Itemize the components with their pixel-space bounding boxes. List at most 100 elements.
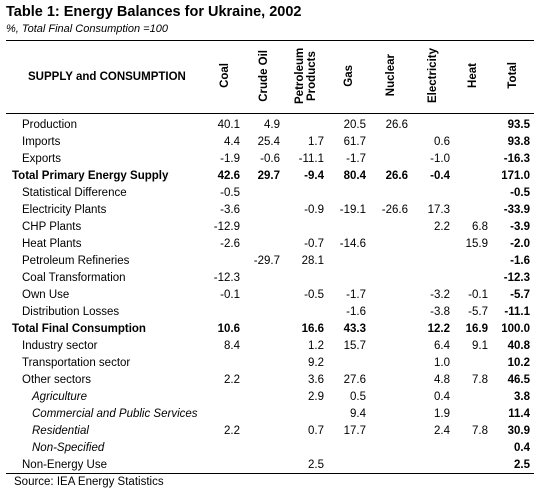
cell: 0.4: [434, 390, 450, 403]
cell: 17.3: [427, 203, 450, 216]
cell: 0.7: [308, 424, 324, 437]
cell: 15.9: [465, 237, 488, 250]
cell: 15.7: [343, 339, 366, 352]
cell: [370, 354, 412, 371]
cell: 40.8: [507, 339, 530, 352]
cell: [206, 439, 244, 456]
row-label: Transportation sector: [22, 356, 131, 369]
cell: 4.8: [434, 373, 450, 386]
cell: [370, 371, 412, 388]
table-row: Exports -1.9 -0.6 -11.1 -1.7 -1.0 -16.3: [6, 150, 534, 167]
cell: 93.5: [507, 118, 530, 131]
table-row: Own Use -0.1 -0.5 -1.7 -3.2 -0.1 -5.7: [6, 286, 534, 303]
cell: 171.0: [501, 169, 530, 182]
cell: [284, 184, 328, 201]
column-header: Crude Oil: [244, 40, 284, 114]
cell: 20.5: [343, 118, 366, 131]
cell: [206, 303, 244, 320]
cell: -2.6: [220, 237, 240, 250]
table-row: Imports 4.4 25.4 1.7 61.7 0.6 93.8: [6, 133, 534, 150]
table-row: CHP Plants -12.9 2.2 6.8 -3.9: [6, 218, 534, 235]
cell: -12.9: [213, 220, 240, 233]
table-row: Total Primary Energy Supply 42.6 29.7 -9.4 8…: [6, 167, 534, 184]
title: Table 1: Energy Balances for Ukraine, 20…: [6, 4, 302, 20]
cell: 100.0: [501, 322, 530, 335]
cell: [370, 422, 412, 439]
row-label: Agriculture: [32, 390, 87, 403]
row-label: Electricity Plants: [22, 203, 107, 216]
cell: -5.7: [510, 288, 530, 301]
table-row: Residential 2.2 0.7 17.7 2.4 7.8 30.9: [6, 422, 534, 439]
cell: 2.2: [224, 373, 240, 386]
table-row: Coal Transformation -12.3 -12.3: [6, 269, 534, 286]
cell: [244, 456, 284, 474]
column-header: Nuclear: [370, 40, 412, 114]
cell: [454, 114, 492, 134]
energy-table: SUPPLY and CONSUMPTION Coal Crude Oil Petr…: [6, 40, 534, 474]
row-label: Non-Energy Use: [6, 456, 206, 474]
cell: [412, 252, 454, 269]
cell: [244, 201, 284, 218]
cell: [370, 150, 412, 167]
cell: 3.8: [514, 390, 530, 403]
cell: 11.4: [508, 407, 530, 420]
table-row: Statistical Difference -0.5 -0.5: [6, 184, 534, 201]
cell: [206, 388, 244, 405]
cell: [370, 286, 412, 303]
cell: [244, 405, 284, 422]
table-row: Commercial and Public Services 9.4 1.9 11.4: [6, 405, 534, 422]
cell: [454, 252, 492, 269]
row-label: Own Use: [22, 288, 70, 301]
cell: -0.1: [468, 288, 488, 301]
cell: -0.5: [304, 288, 324, 301]
cell: [370, 235, 412, 252]
column-header-text: Total: [507, 62, 519, 89]
cell: [284, 439, 328, 456]
cell: [244, 371, 284, 388]
row-label: Residential: [32, 424, 89, 437]
cell: -3.6: [220, 203, 240, 216]
cell: 7.8: [472, 373, 488, 386]
cell: [412, 439, 454, 456]
cell: [244, 235, 284, 252]
cell: [454, 388, 492, 405]
cell: [328, 252, 370, 269]
cell: 2.5: [284, 456, 328, 474]
column-header-text: Gas: [343, 64, 355, 87]
cell: 4.9: [264, 118, 280, 131]
row-label: Commercial and Public Services: [32, 407, 198, 420]
row-label: CHP Plants: [22, 220, 82, 233]
table-row: Production 40.1 4.9 20.5 26.6 93.5: [6, 114, 534, 134]
cell: 9.2: [308, 356, 324, 369]
cell: [206, 456, 244, 474]
cell: [412, 269, 454, 286]
table-row: Electricity Plants -3.6 -0.9 -19.1 -26.6 17.3…: [6, 201, 534, 218]
cell: [454, 354, 492, 371]
cell: 9.1: [472, 339, 488, 352]
cell: -2.0: [510, 237, 530, 250]
cell: -0.5: [510, 186, 530, 199]
cell: -29.7: [253, 254, 280, 267]
cell: [284, 269, 328, 286]
column-header: Electricity: [412, 40, 454, 114]
cell: 27.6: [343, 373, 366, 386]
cell: [244, 422, 284, 439]
cell: 1.7: [308, 135, 324, 148]
cell: 3.6: [308, 373, 324, 386]
cell: [244, 286, 284, 303]
column-header: Gas: [328, 40, 370, 114]
cell: 8.4: [224, 339, 240, 352]
table-row: Total Final Consumption 10.6 16.6 43.3 12.2 1…: [6, 320, 534, 337]
row-label: Other sectors: [22, 373, 92, 386]
cell: [454, 405, 492, 422]
subtitle: %, Total Final Consumption =100: [6, 23, 168, 35]
cell: 12.2: [427, 322, 450, 335]
table-row: Industry sector 8.4 1.2 15.7 6.4 9.1 40.8: [6, 337, 534, 354]
column-header-text: Electricity: [427, 48, 439, 103]
table-row: Non-Specified 0.4: [6, 439, 534, 456]
row-label: Total Final Consumption: [12, 322, 146, 335]
table-row: Petroleum Refineries -29.7 28.1 -1.6: [6, 252, 534, 269]
cell: -0.5: [220, 186, 240, 199]
cell: 2.4: [434, 424, 450, 437]
